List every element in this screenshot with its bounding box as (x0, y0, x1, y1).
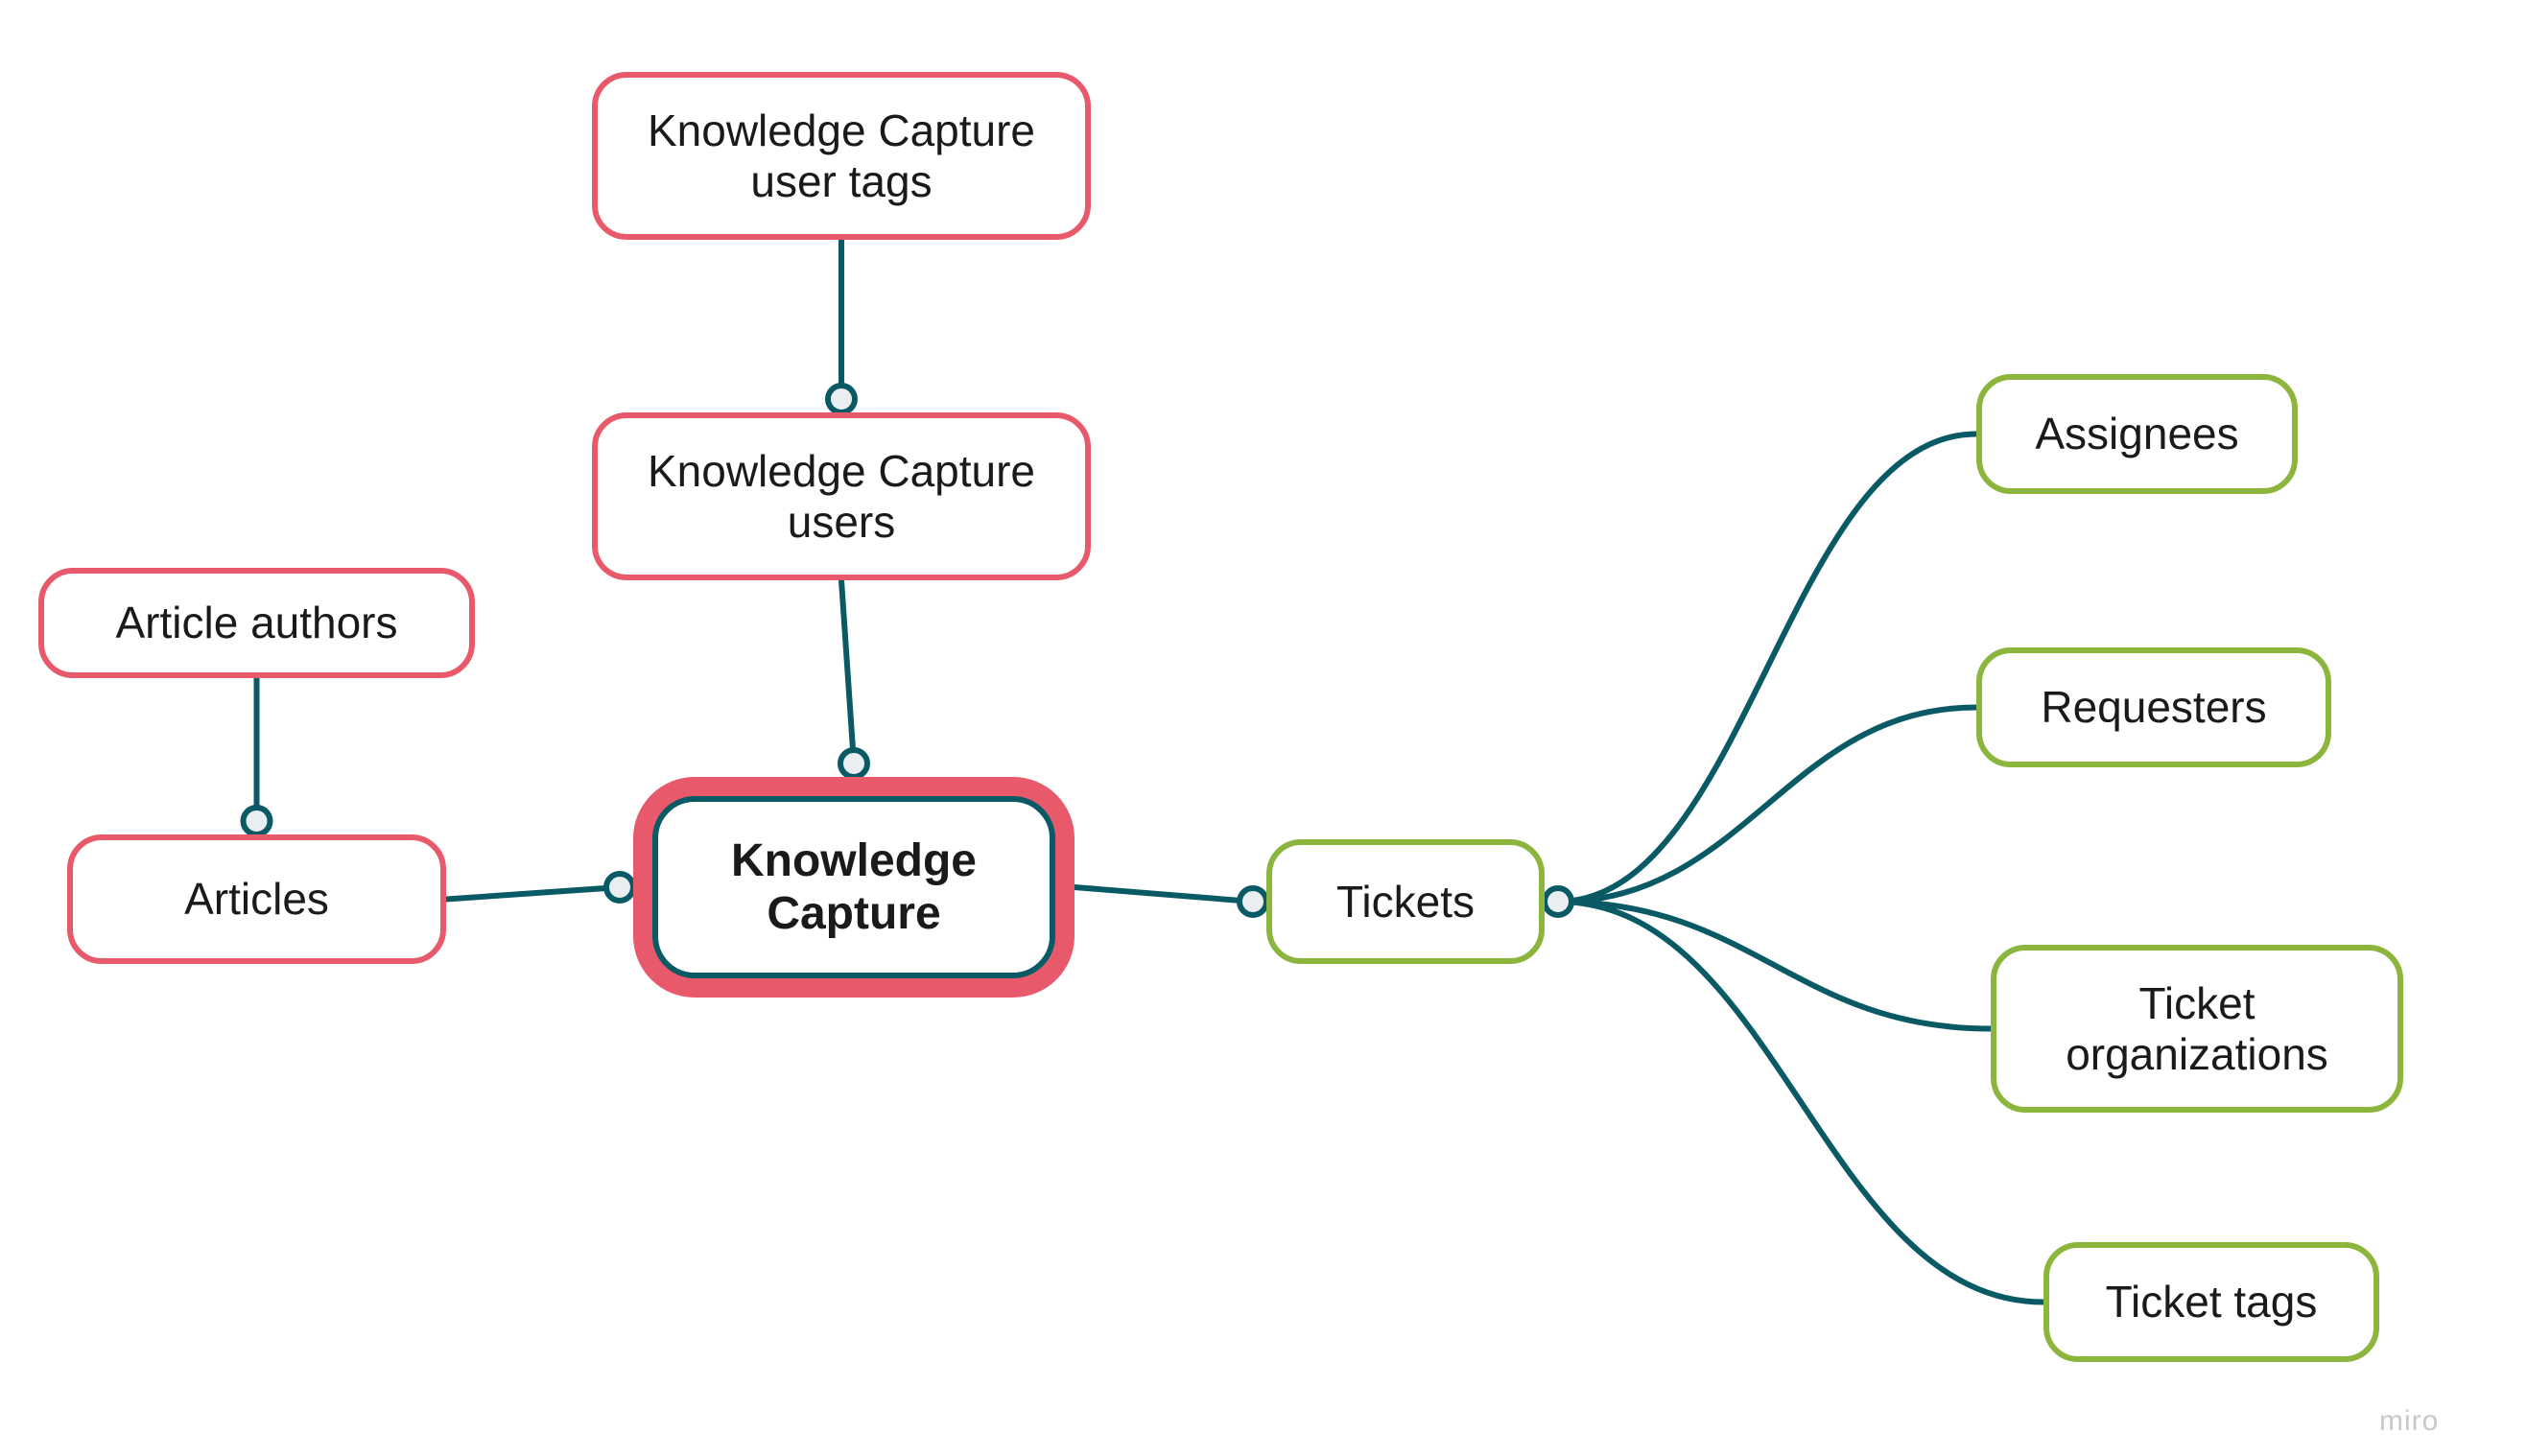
node-label: Requesters (2041, 682, 2266, 733)
node-article-authors: Article authors (38, 568, 475, 678)
edge-endpoint (828, 386, 855, 412)
node-label: Assignees (2035, 409, 2238, 459)
node-kc-user-tags: Knowledge Capture user tags (592, 72, 1091, 240)
edge-endpoint (1240, 888, 1266, 915)
edge (841, 580, 854, 763)
node-knowledge-capture: Knowledge Capture (652, 796, 1055, 978)
node-kc-users: Knowledge Capture users (592, 412, 1091, 580)
node-label: Knowledge Capture users (621, 446, 1062, 548)
diagram-canvas: Knowledge Capture user tags Knowledge Ca… (0, 0, 2527, 1456)
node-label: Ticket tags (2106, 1277, 2318, 1327)
node-label: Article authors (115, 598, 397, 648)
edge-endpoint (244, 808, 271, 834)
node-requesters: Requesters (1976, 647, 2331, 767)
node-assignees: Assignees (1976, 374, 2298, 494)
node-articles: Articles (67, 834, 446, 964)
edge-endpoint (840, 750, 867, 777)
edge (1558, 708, 1976, 903)
node-ticket-organizations: Ticket organizations (1991, 945, 2403, 1113)
node-label: Knowledge Capture user tags (621, 106, 1062, 207)
edge-endpoint (606, 874, 633, 901)
edge (1558, 902, 2043, 1303)
edge (1558, 902, 1991, 1029)
edge (446, 887, 620, 900)
node-label: Ticket organizations (2019, 978, 2374, 1080)
edge (1558, 434, 1976, 903)
node-ticket-tags: Ticket tags (2043, 1242, 2379, 1362)
edge-endpoint (1545, 888, 1571, 915)
node-label: Articles (184, 874, 329, 925)
node-label: Knowledge Capture (681, 834, 1027, 940)
node-tickets: Tickets (1266, 839, 1545, 964)
edge (1075, 887, 1253, 902)
node-label: Tickets (1336, 877, 1475, 928)
watermark: miro (2379, 1405, 2439, 1438)
